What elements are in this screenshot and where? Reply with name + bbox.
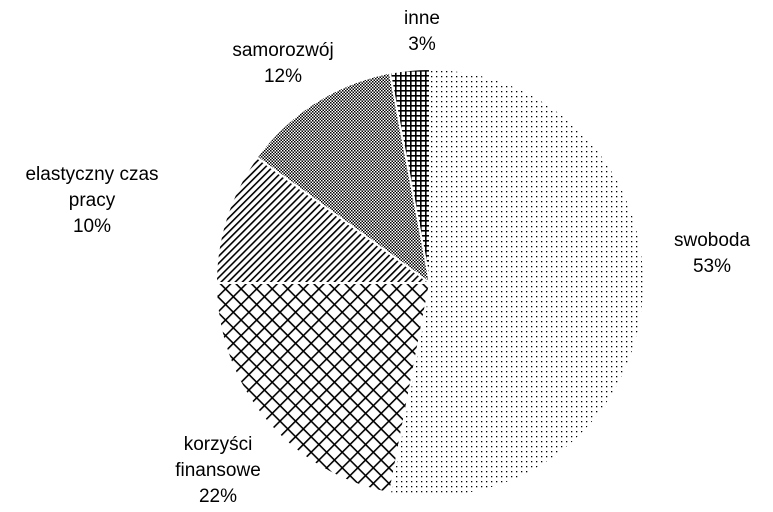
pie-slice <box>388 67 431 284</box>
pie-slice <box>255 71 432 286</box>
category-name: elastyczny czas pracy <box>25 164 159 211</box>
value-label: 12% <box>263 66 303 87</box>
pie-slice <box>388 67 645 498</box>
pie-slice <box>214 155 434 284</box>
value-label: 10% <box>72 216 112 237</box>
value-label: 22% <box>198 486 238 507</box>
slice-label: korzyści finansowe 22% <box>153 432 283 510</box>
category-name: samorozwój <box>232 40 334 61</box>
slice-label: elastyczny czas pracy 10% <box>2 162 182 240</box>
slice-label: swoboda 53% <box>674 228 750 280</box>
category-name: swoboda <box>673 230 751 251</box>
slice-label: inne 3% <box>404 6 440 58</box>
category-name: korzyści finansowe <box>175 434 261 481</box>
slice-label: samorozwój 12% <box>232 38 333 90</box>
value-label: 3% <box>408 34 436 55</box>
pie-slice <box>214 282 432 495</box>
category-name: inne <box>404 8 440 29</box>
value-label: 53% <box>692 256 732 277</box>
